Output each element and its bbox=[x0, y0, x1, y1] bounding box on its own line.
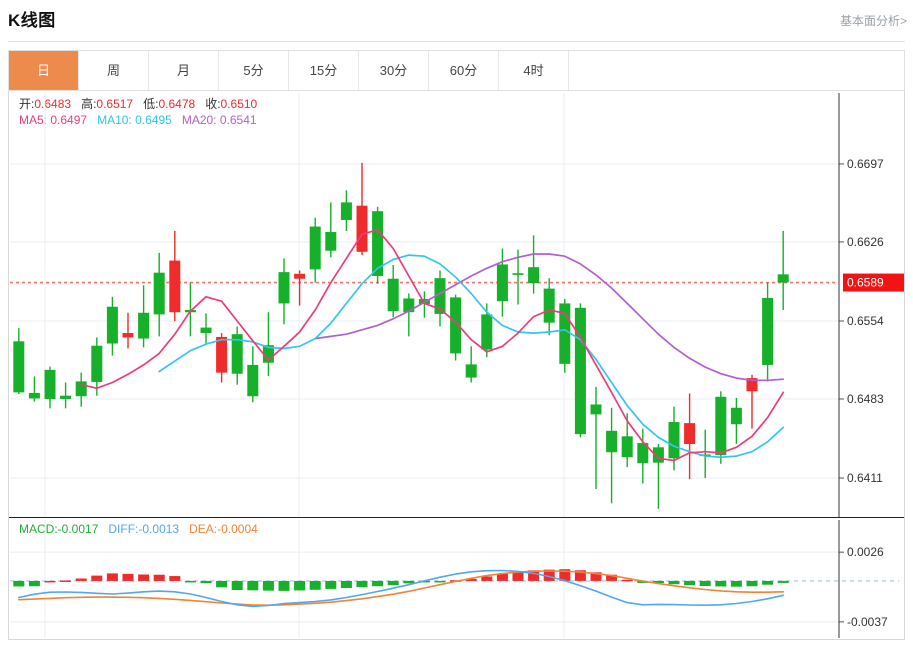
tab-15min[interactable]: 15分 bbox=[289, 51, 359, 90]
tab-bar-filler bbox=[569, 51, 904, 90]
svg-text:0.6483: 0.6483 bbox=[847, 392, 884, 406]
high-value: 0.6517 bbox=[96, 97, 134, 111]
ma5-value: 0.6497 bbox=[50, 113, 88, 127]
macd-chart[interactable]: 0.0026 -0.0037 bbox=[9, 518, 904, 639]
svg-text:0.0026: 0.0026 bbox=[847, 545, 884, 559]
macd-legend: MACD:-0.0017 DIFF:-0.0013 DEA:-0.0004 bbox=[19, 522, 258, 536]
svg-text:-0.0037: -0.0037 bbox=[847, 615, 888, 629]
ma5-label: MA5: bbox=[19, 113, 48, 127]
tab-day[interactable]: 日 bbox=[9, 51, 79, 90]
ohlc-legend: 开:0.6483 高:0.6517 低:0.6478 收:0.6510 bbox=[19, 95, 257, 113]
tab-4hour[interactable]: 4时 bbox=[499, 51, 569, 90]
panel-divider bbox=[9, 517, 904, 518]
tab-60min[interactable]: 60分 bbox=[429, 51, 499, 90]
open-value: 0.6483 bbox=[34, 97, 72, 111]
high-label: 高: bbox=[81, 97, 97, 111]
diff-value: -0.0013 bbox=[138, 522, 180, 536]
svg-text:0.6626: 0.6626 bbox=[847, 235, 884, 249]
macd-panel: MACD:-0.0017 DIFF:-0.0013 DEA:-0.0004 0.… bbox=[9, 518, 904, 639]
svg-text:0.6589: 0.6589 bbox=[847, 276, 884, 290]
low-value: 0.6478 bbox=[158, 97, 196, 111]
low-label: 低: bbox=[143, 97, 159, 111]
ma20-label: MA20: bbox=[181, 113, 217, 127]
tab-week[interactable]: 周 bbox=[79, 51, 149, 90]
tab-30min[interactable]: 30分 bbox=[359, 51, 429, 90]
svg-text:0.6697: 0.6697 bbox=[847, 157, 884, 171]
ma20-value: 0.6541 bbox=[219, 113, 257, 127]
header-divider bbox=[8, 41, 905, 42]
candlestick-chart[interactable]: 0.6697 0.6626 0.6554 0.6483 0.6411 0.6589 bbox=[9, 91, 904, 519]
ma10-label: MA10: bbox=[97, 113, 132, 127]
svg-text:0.6554: 0.6554 bbox=[847, 314, 884, 328]
ma-legend: MA5: 0.6497 MA10: 0.6495 MA20: 0.6541 bbox=[19, 113, 257, 127]
svg-text:0.6411: 0.6411 bbox=[847, 471, 883, 485]
page-header: K线图 基本面分析> bbox=[0, 0, 913, 42]
open-label: 开: bbox=[19, 97, 35, 111]
dea-value: -0.0004 bbox=[217, 522, 258, 536]
tab-5min[interactable]: 5分 bbox=[219, 51, 289, 90]
macd-value: -0.0017 bbox=[57, 522, 99, 536]
tab-month[interactable]: 月 bbox=[149, 51, 219, 90]
close-label: 收: bbox=[205, 97, 221, 111]
macd-label: MACD: bbox=[19, 522, 58, 536]
ma10-value: 0.6495 bbox=[135, 113, 172, 127]
period-tab-bar: 日 周 月 5分 15分 30分 60分 4时 bbox=[8, 50, 905, 91]
diff-label: DIFF: bbox=[108, 522, 139, 536]
close-value: 0.6510 bbox=[220, 97, 258, 111]
chart-container: 开:0.6483 高:0.6517 低:0.6478 收:0.6510 MA5:… bbox=[8, 91, 905, 640]
page-title: K线图 bbox=[8, 11, 56, 30]
fundamental-analysis-link[interactable]: 基本面分析> bbox=[839, 14, 907, 28]
dea-label: DEA: bbox=[189, 522, 218, 536]
